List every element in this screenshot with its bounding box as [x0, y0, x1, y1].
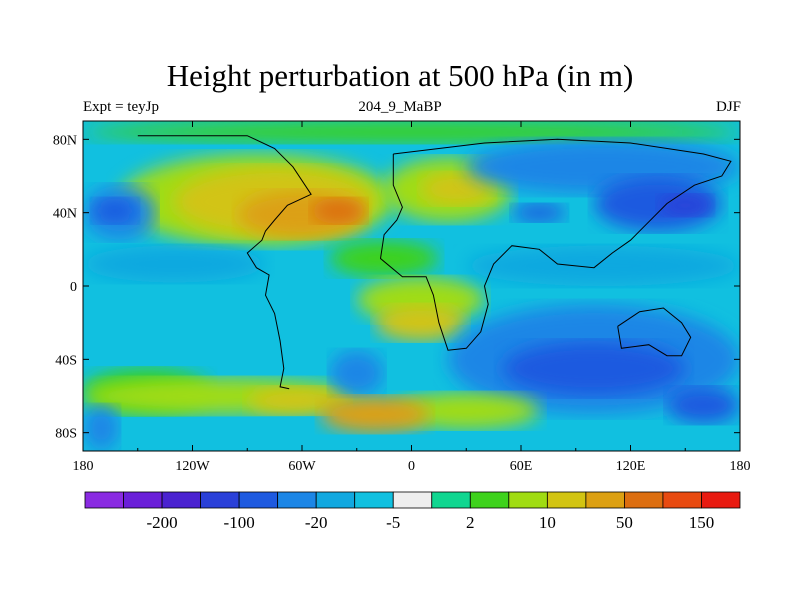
center-string: 204_9_MaBP — [358, 99, 442, 115]
colorbar-label: -100 — [224, 513, 255, 532]
x-tick-label: 120W — [175, 459, 210, 474]
contour-field — [83, 121, 740, 451]
field-anomaly — [83, 405, 120, 451]
x-tick-label: 60E — [510, 459, 533, 474]
y-tick-label: 0 — [70, 280, 77, 295]
x-tick-label: 60W — [288, 459, 316, 474]
colorbar-bin — [431, 491, 471, 509]
field-anomaly — [393, 392, 540, 429]
field-anomaly — [511, 203, 567, 222]
coastline-australia — [617, 307, 692, 357]
colorbar-bin — [315, 491, 356, 509]
coastline-outlines — [137, 135, 732, 390]
left-string: Expt = teyJp — [83, 99, 159, 115]
field-anomaly — [466, 245, 740, 286]
colorbar-label: -5 — [386, 513, 400, 532]
y-tick-label: 40N — [53, 207, 77, 222]
colorbar-label: 10 — [539, 513, 556, 532]
colorbar-bin — [123, 491, 163, 509]
x-tick-label: 180 — [73, 459, 94, 474]
colorbar-label: 2 — [466, 513, 475, 532]
field-anomaly — [594, 176, 722, 231]
field-anomaly — [667, 386, 740, 424]
colorbar-label: 150 — [689, 513, 715, 532]
field-anomaly — [83, 121, 740, 143]
field-anomaly — [657, 194, 713, 217]
x-tick-label: 0 — [408, 459, 415, 474]
colorbar-bin — [277, 491, 317, 509]
y-tick-label: 40S — [55, 353, 77, 368]
colorbar-bin — [662, 491, 702, 509]
field-anomaly — [329, 240, 439, 277]
field-anomaly — [320, 396, 430, 433]
field-anomaly — [247, 386, 348, 415]
axis-ticks: 180 120W 60W 0 60E 120E 180 80N 40N 0 40S 80S — [53, 121, 751, 474]
coastline-americas-west — [137, 135, 312, 390]
x-tick-label: 180 — [730, 459, 751, 474]
colorbar: -200 -100 -20 -5 2 10 50 150 — [84, 491, 741, 532]
colorbar-bin — [624, 491, 664, 509]
field-anomaly — [329, 350, 385, 397]
colorbar-bin — [392, 491, 433, 509]
y-tick-label: 80S — [55, 427, 77, 442]
field-anomaly — [420, 172, 494, 206]
colorbar-bin — [585, 491, 625, 509]
coastline-eurasia-africa — [379, 138, 732, 351]
colorbar-bin — [238, 491, 279, 509]
field-anomaly — [92, 198, 138, 224]
colorbar-bin — [469, 491, 510, 509]
colorbar-bin — [701, 491, 741, 509]
right-string: DJF — [715, 99, 741, 115]
field-anomaly — [375, 304, 467, 341]
colorbar-bin — [161, 491, 201, 509]
colorbar-bin — [200, 491, 240, 509]
field-anomaly — [83, 245, 266, 283]
field-anomaly — [502, 341, 686, 396]
colorbar-bin — [546, 491, 587, 509]
colorbar-label: -20 — [305, 513, 328, 532]
colorbar-bin — [84, 491, 124, 509]
colorbar-bin — [508, 491, 548, 509]
field-anomaly — [311, 198, 366, 224]
colorbar-bin — [354, 491, 394, 509]
plot-title: Height perturbation at 500 hPa (in m) — [166, 58, 634, 93]
y-tick-label: 80N — [53, 133, 77, 148]
colorbar-label: 50 — [616, 513, 633, 532]
colorbar-label: -200 — [146, 513, 177, 532]
x-tick-label: 120E — [616, 459, 646, 474]
